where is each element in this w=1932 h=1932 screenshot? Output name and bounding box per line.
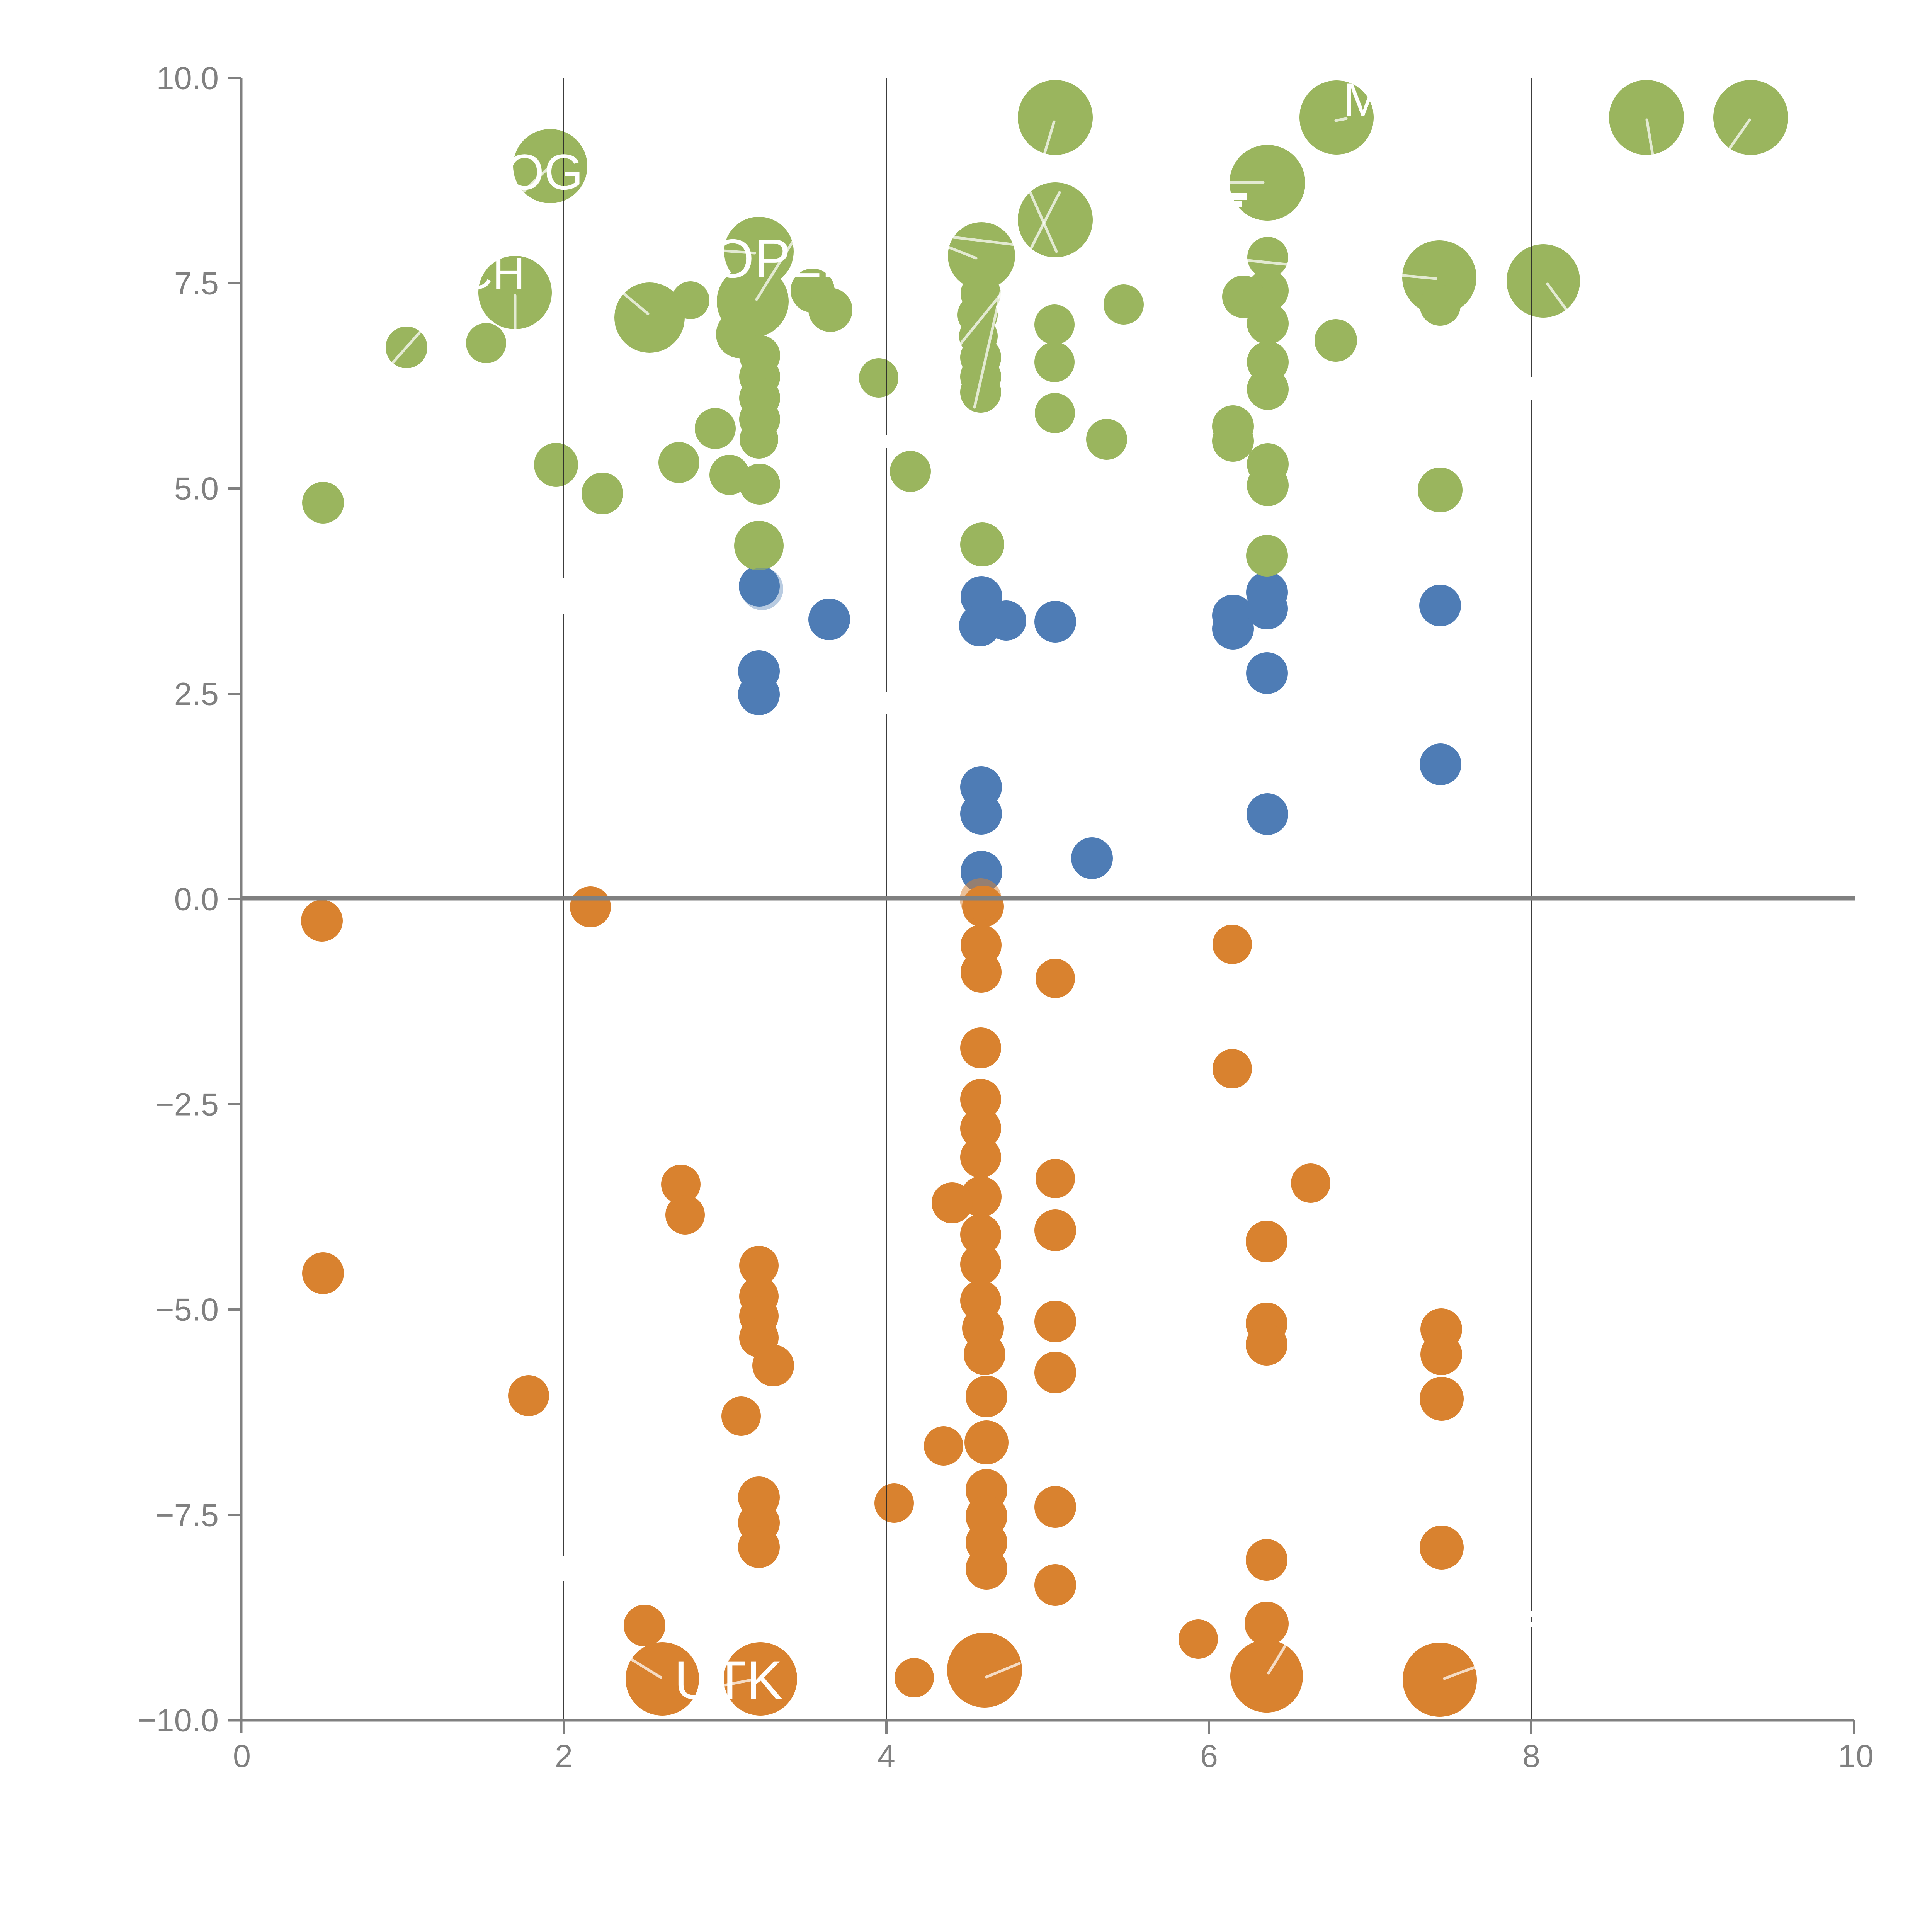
svg-text:2: 2 <box>555 1738 573 1774</box>
svg-text:6: 6 <box>1200 1738 1218 1774</box>
svg-text:−10.0: −10.0 <box>138 1702 219 1738</box>
svg-text:M: M <box>1344 74 1382 126</box>
svg-text:10: 10 <box>1838 1738 1874 1774</box>
svg-text:10.0: 10.0 <box>156 60 219 96</box>
svg-text:5.0: 5.0 <box>174 471 219 507</box>
svg-text:CH: CH <box>460 248 525 298</box>
svg-text:OPLE: OPLE <box>711 228 858 289</box>
svg-text:UTK: UTK <box>674 1650 782 1710</box>
svg-text:−7.5: −7.5 <box>155 1497 219 1533</box>
svg-text:4: 4 <box>878 1738 895 1774</box>
svg-text:8: 8 <box>1522 1738 1540 1774</box>
svg-text:−5.0: −5.0 <box>155 1292 219 1328</box>
svg-text:2.5: 2.5 <box>174 676 219 712</box>
svg-text:0: 0 <box>233 1738 251 1774</box>
svg-text:OG: OG <box>505 144 583 200</box>
svg-text:0.0: 0.0 <box>174 881 219 917</box>
svg-text:7.5: 7.5 <box>174 265 219 301</box>
svg-text:−2.5: −2.5 <box>155 1087 219 1122</box>
